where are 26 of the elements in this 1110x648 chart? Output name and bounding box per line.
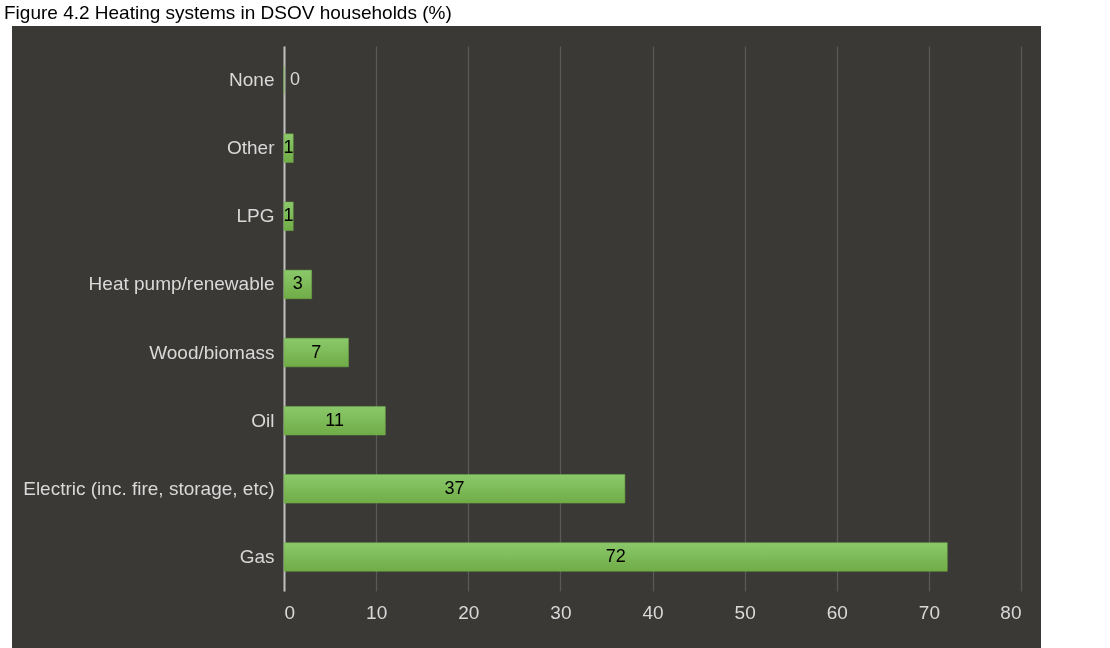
y-tick-label: Other <box>226 137 276 159</box>
x-tick-label: 30 <box>550 601 572 623</box>
chart-title: Figure 4.2 Heating systems in DSOV households (%) <box>4 2 452 24</box>
y-tick-label: Gas <box>239 545 275 567</box>
data-label: 3 <box>292 273 303 294</box>
data-label: 37 <box>444 477 465 498</box>
data-label: 1 <box>283 137 294 158</box>
data-label: 1 <box>283 205 294 226</box>
y-tick-label: Heat pump/renewable <box>88 273 275 295</box>
x-tick-label: 70 <box>918 601 940 623</box>
data-label: 7 <box>311 341 322 362</box>
y-tick-label: LPG <box>236 205 275 227</box>
data-label: 0 <box>290 69 301 90</box>
x-tick-label: 60 <box>826 601 848 623</box>
x-tick-label: 20 <box>458 601 480 623</box>
y-tick-label: None <box>229 69 275 91</box>
data-label: 72 <box>605 545 626 566</box>
data-label: 11 <box>325 409 345 430</box>
x-tick-label: 0 <box>284 601 296 623</box>
x-tick-label: 50 <box>734 601 756 623</box>
x-tick-label: 80 <box>1000 601 1022 623</box>
x-tick-label: 10 <box>366 601 388 623</box>
y-tick-label: Oil <box>251 409 275 431</box>
y-tick-label: Wood/biomass <box>149 341 275 363</box>
y-tick-label: Electric (inc. fire, storage, etc) <box>23 477 275 499</box>
x-tick-label: 40 <box>642 601 664 623</box>
